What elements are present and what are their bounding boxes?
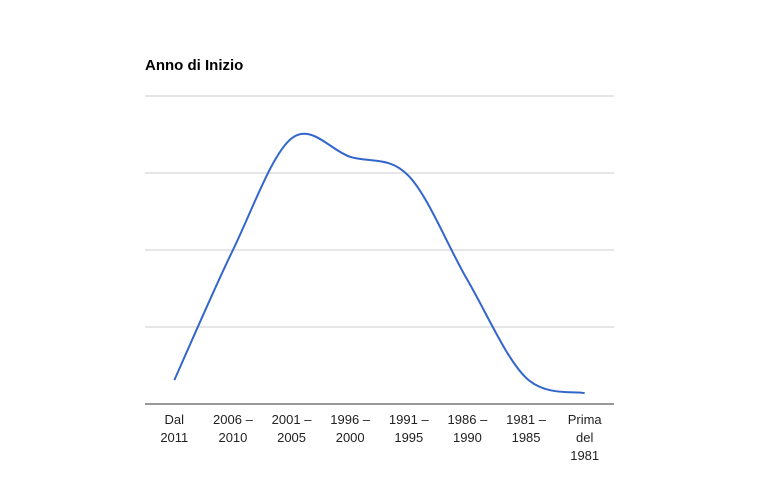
x-tick-label: 1991 – 1995 <box>388 412 429 445</box>
x-tick-label: 1981 – 1985 <box>506 412 546 445</box>
chart-title: Anno di Inizio <box>145 57 243 74</box>
x-tick-label: 2001 – 2005 <box>271 412 312 445</box>
x-tick-label: 1996 – 2000 <box>330 412 371 445</box>
x-tick-label: Dal 2011 <box>160 412 189 445</box>
x-tick-label: 1986 – 1990 <box>447 412 488 445</box>
line <box>173 132 585 395</box>
x-tick-label: Prima del 1981 <box>567 412 602 463</box>
x-tick-label: 2006 – 2010 <box>213 412 253 445</box>
